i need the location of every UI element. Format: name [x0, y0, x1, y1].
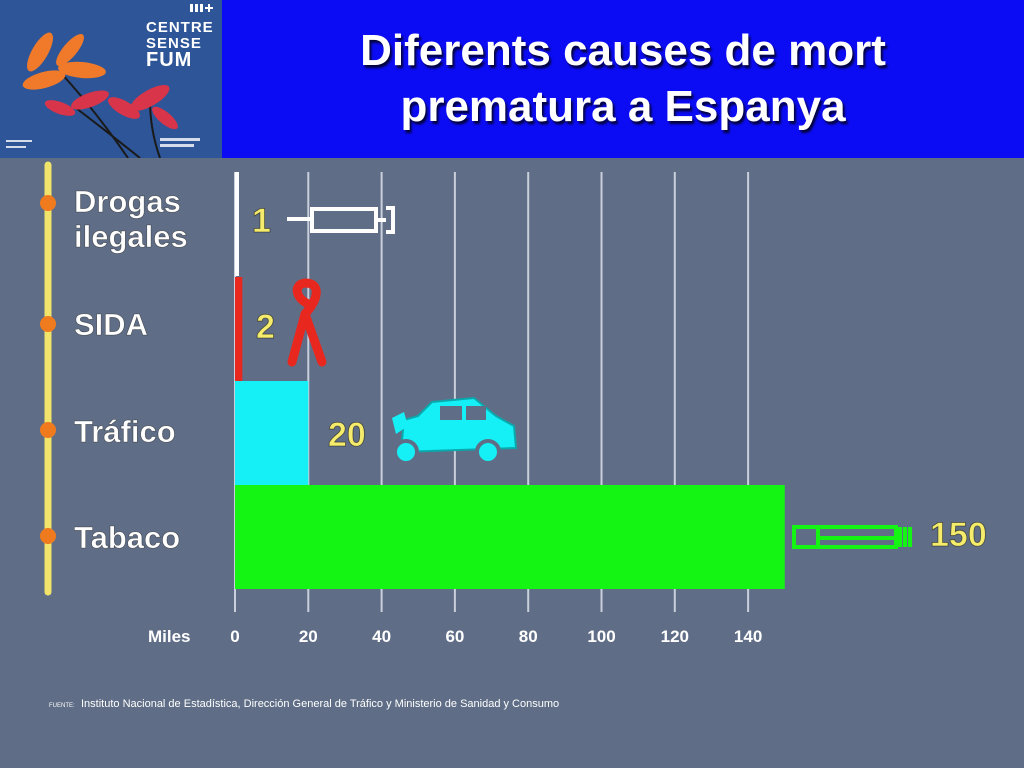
value-label-2: 20: [328, 416, 366, 454]
logo-text-line3: FUM: [146, 49, 193, 71]
x-tick-label-60: 60: [445, 627, 464, 646]
logo-text-line2: SENSE: [146, 35, 202, 52]
axis-unit-label: Miles: [148, 627, 191, 646]
title-bar: Diferents causes de mort prematura a Esp…: [222, 0, 1024, 158]
source-note: Instituto Nacional de Estadística, Direc…: [81, 698, 559, 710]
x-tick-label-100: 100: [587, 627, 615, 646]
source-prefix: FUENTE:: [49, 703, 75, 709]
page-title: Diferents causes de mort prematura a Esp…: [273, 23, 973, 135]
bar-3: [235, 485, 785, 589]
crashed-car-icon: [392, 396, 518, 465]
x-tick-label-140: 140: [734, 627, 762, 646]
category-label-1-line-0: SIDA: [74, 307, 148, 342]
category-bullet-1: [40, 316, 56, 332]
category-bullet-3: [40, 528, 56, 544]
category-bullet-0: [40, 195, 56, 211]
cigarette-icon: [792, 525, 912, 549]
value-label-1: 2: [256, 308, 275, 346]
value-label-0: 1: [252, 202, 271, 240]
bar-1: [235, 277, 243, 381]
title-line-1: Diferents causes de mort: [360, 26, 886, 75]
category-label-0-line-0: Drogas: [74, 184, 181, 219]
value-label-3: 150: [930, 516, 987, 554]
x-tick-label-80: 80: [519, 627, 538, 646]
category-bullet-2: [40, 422, 56, 438]
flower-illustration: [6, 4, 213, 158]
category-label-2-line-0: Tráfico: [74, 414, 176, 449]
x-tick-label-40: 40: [372, 627, 391, 646]
title-line-2: prematura a Espanya: [400, 82, 846, 131]
x-tick-label-20: 20: [299, 627, 318, 646]
logo-text-line1: CENTRE: [146, 19, 214, 36]
category-label-3-line-0: Tabaco: [74, 520, 180, 555]
bar-2: [235, 381, 309, 485]
x-tick-label-0: 0: [230, 627, 239, 646]
bar-0: [235, 172, 239, 276]
syringe-icon: [287, 206, 395, 234]
x-tick-label-120: 120: [661, 627, 689, 646]
logo-panel: CENTRE SENSE FUM: [0, 0, 222, 158]
aids-ribbon-icon: [287, 278, 327, 367]
category-label-0-line-1: ilegales: [74, 219, 188, 254]
